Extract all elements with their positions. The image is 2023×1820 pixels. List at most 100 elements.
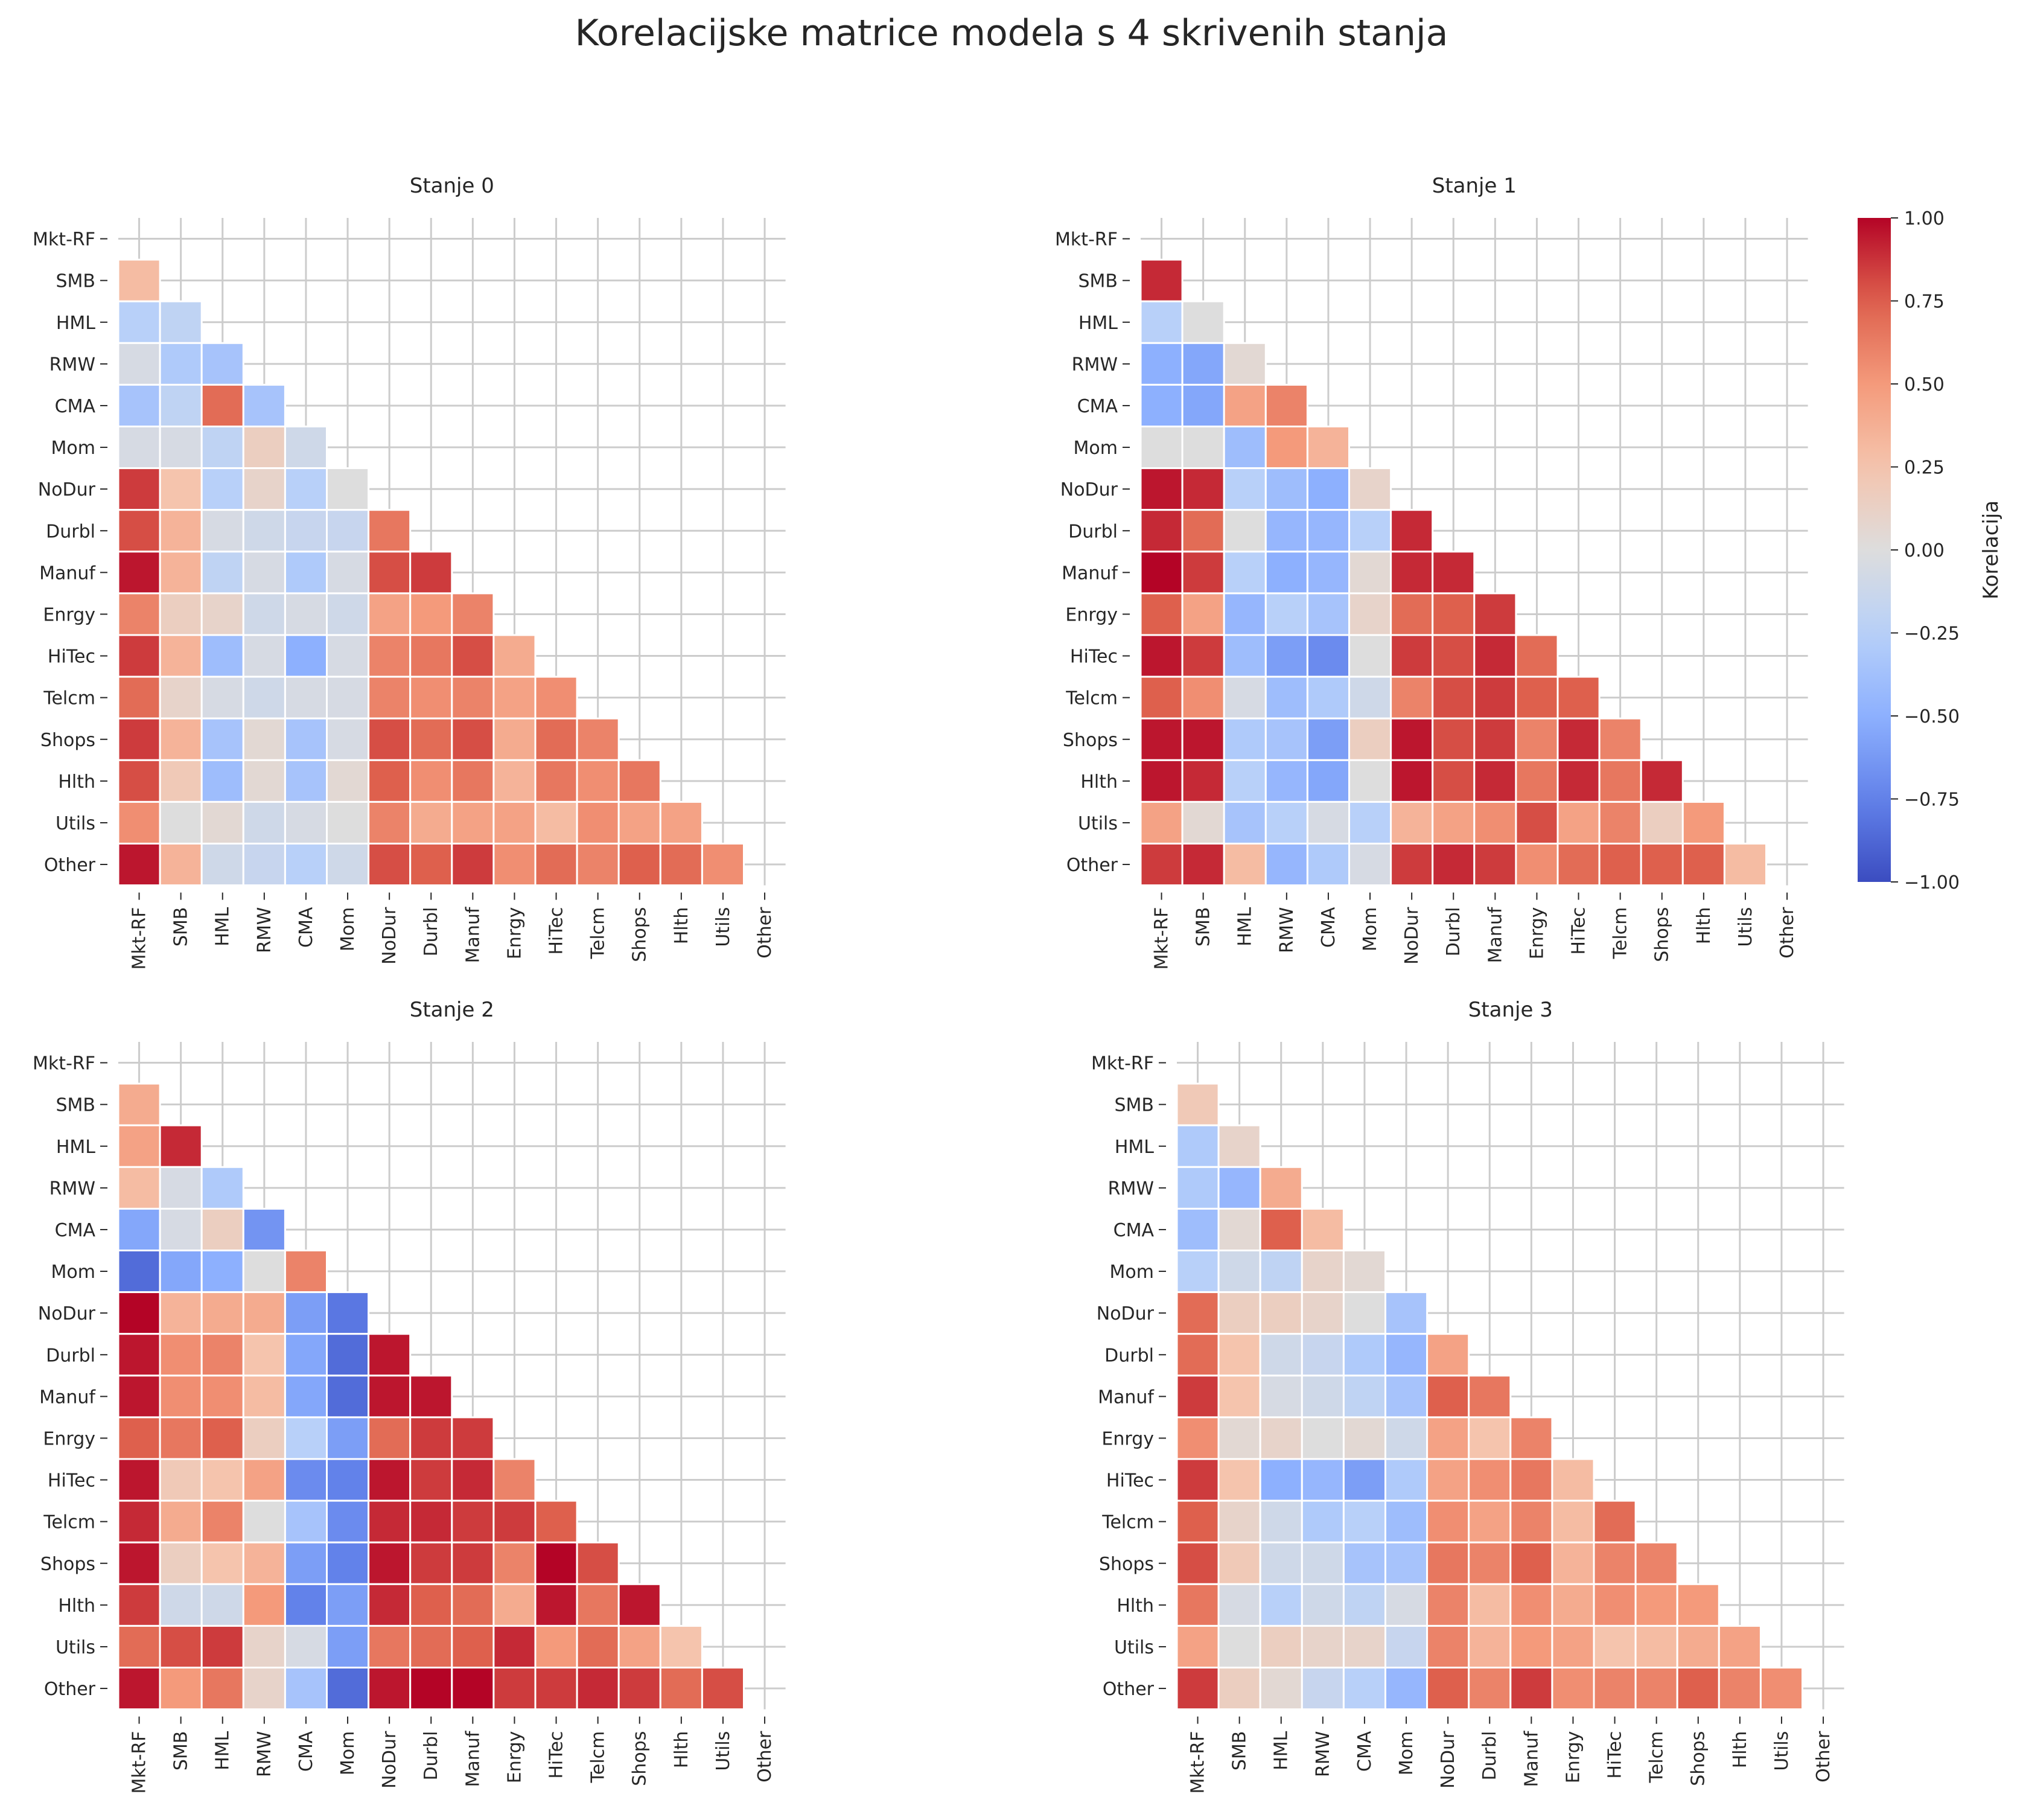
- heatmap-cell: Utils / Mom: -0.25: [1348, 800, 1392, 845]
- heatmap-cell: NoDur / HML: -0.25: [1223, 467, 1267, 511]
- heatmap-cell: Other / HML: 0.05: [1259, 1667, 1303, 1711]
- heatmap-cell: Shops / Mkt-RF: 0.8: [1176, 1541, 1220, 1585]
- heatmap-cell: NoDur / CMA: 0: [1342, 1291, 1386, 1335]
- heatmap-cell: Mom / Mkt-RF: -0.05: [117, 426, 161, 470]
- heatmap-cell: Utils / Enrgy: 0.9: [492, 1624, 537, 1668]
- heatmap-cell: Hlth / SMB: 0.2: [159, 759, 203, 803]
- heatmap-cell: Other / Durbl: 0.9: [1432, 843, 1476, 887]
- heatmap-cell: Shops / Enrgy: 0.4: [492, 717, 537, 761]
- heatmap-cell: Telcm / Mom: -0.05: [326, 675, 370, 720]
- heatmap-cell: Shops / RMW: -0.1: [1301, 1541, 1345, 1585]
- heatmap-cell: HiTec / Mkt-RF: 0.95: [1139, 634, 1184, 678]
- heatmap-cell: Durbl / NoDur: 0.65: [368, 509, 412, 553]
- x-tick-label: HML: [1235, 907, 1256, 946]
- heatmap-cell: Durbl / Mkt-RF: 0.95: [117, 1333, 161, 1377]
- heatmap-cell: Hlth / Telcm: 0.5: [1634, 1583, 1678, 1627]
- heatmap-cell: HiTec / Manuf: 0.8: [451, 634, 495, 678]
- heatmap-cell: Enrgy / SMB: 0.65: [159, 1416, 203, 1460]
- heatmap-cell: Hlth / Mom: 0: [1348, 759, 1392, 803]
- y-tick-label: NoDur: [1097, 1303, 1155, 1324]
- y-tick-label: HML: [1115, 1137, 1154, 1158]
- heatmap-cell: Manuf / RMW: -0.5: [1264, 551, 1308, 595]
- heatmap-cell: Shops / CMA: -0.35: [1342, 1541, 1386, 1585]
- heatmap-cell: Telcm / Mom: -0.7: [326, 1499, 370, 1544]
- heatmap-cell: Manuf / CMA: -0.2: [1342, 1375, 1386, 1419]
- heatmap-cell: HiTec / Manuf: 0.65: [1509, 1458, 1553, 1502]
- heatmap-cell: Other / Manuf: 0.85: [1473, 843, 1517, 887]
- heatmap-cell: CMA / RMW: -0.65: [242, 1207, 286, 1252]
- heatmap-cell: Other / HML: -0.1: [200, 843, 244, 887]
- heatmap-cell: HiTec / SMB: 0.2: [159, 1458, 203, 1502]
- heatmap-cell: Hlth / Mom: 0.05: [326, 759, 370, 803]
- heatmap-cell: RMW / HML: 0.05: [1223, 342, 1267, 386]
- heatmap-cell: Utils / HML: 0.15: [1259, 1624, 1303, 1668]
- figure-title: Korelacijske matrice modela s 4 skriveni…: [575, 12, 1448, 54]
- heatmap-cell: Other / CMA: -0.3: [1306, 843, 1350, 887]
- y-tick-label: Durbl: [46, 521, 95, 542]
- heatmap-cell: Hlth / SMB: 0.9: [1181, 759, 1225, 803]
- heatmap-cell: Other / NoDur: 0.85: [1390, 843, 1434, 887]
- heatmap-cell: Durbl / RMW: -0.1: [242, 509, 286, 553]
- heatmap-cell: Durbl / RMW: 0.25: [242, 1333, 286, 1377]
- heatmap-cell: Enrgy / SMB: 0.45: [1181, 592, 1225, 636]
- heatmap-cell: Mom / CMA: 0.05: [1342, 1250, 1386, 1294]
- heatmap-panel-2: SMB / Mkt-RF: 0.4HML / Mkt-RF: 0.45HML /…: [33, 998, 786, 1794]
- y-tick-label: Shops: [1063, 730, 1118, 751]
- heatmap-cell: Hlth / Shops: 0.9: [1640, 759, 1684, 803]
- heatmap-cell: Utils / SMB: 0: [1217, 1624, 1261, 1668]
- heatmap-cell: Other / CMA: -0.25: [1342, 1667, 1386, 1711]
- heatmap-cell: Mom / SMB: -0.55: [159, 1250, 203, 1294]
- y-tick-label: Utils: [56, 1637, 95, 1658]
- heatmap-cell: Manuf / SMB: 0.55: [159, 1375, 203, 1419]
- heatmap-cell: Utils / SMB: 0: [159, 800, 203, 845]
- y-tick-label: HML: [1078, 313, 1118, 334]
- heatmap-cell: Hlth / Manuf: 0.55: [1509, 1583, 1553, 1627]
- heatmap-cell: Hlth / Durbl: 0.3: [1468, 1583, 1512, 1627]
- x-tick-label: Other: [754, 1731, 776, 1783]
- heatmap-cell: NoDur / CMA: -0.6: [284, 1291, 328, 1335]
- y-tick-label: Mkt-RF: [1091, 1053, 1154, 1074]
- heatmap-cell: Shops / CMA: -0.6: [1306, 717, 1350, 761]
- heatmap-cell: CMA / HML: 0.15: [200, 1207, 244, 1252]
- heatmap-cell: Telcm / Enrgy: 0.45: [492, 675, 537, 720]
- heatmap-cell: Durbl / NoDur: 0.95: [368, 1333, 412, 1377]
- heatmap-cell: NoDur / RMW: -0.4: [1264, 467, 1308, 511]
- heatmap-cell: Mom / HML: -0.2: [200, 426, 244, 470]
- heatmap-cell: Shops / Mom: 0.15: [1348, 717, 1392, 761]
- colorbar-label: Korelacija: [1979, 500, 2003, 599]
- heatmap-cell: HiTec / Mkt-RF: 0.95: [117, 1458, 161, 1502]
- heatmap-cell: RMW / SMB: -0.05: [159, 1166, 203, 1210]
- heatmap-cell: NoDur / HML: 0.15: [1259, 1291, 1303, 1335]
- x-tick-label: Telcm: [588, 1731, 609, 1784]
- heatmap-cell: Hlth / RMW: -0.1: [1301, 1583, 1345, 1627]
- heatmap-cell: Manuf / Mom: -0.85: [326, 1375, 370, 1419]
- heatmap-cell: Utils / Shops: 0.4: [1676, 1624, 1720, 1668]
- heatmap-cell: Shops / HiTec: 1: [534, 1541, 578, 1585]
- heatmap-cell: Hlth / Enrgy: 0.35: [492, 759, 537, 803]
- y-tick-label: CMA: [55, 1220, 96, 1241]
- heatmap-cell: Manuf / CMA: -0.45: [1306, 551, 1350, 595]
- heatmap-cell: Enrgy / Mom: -0.1: [1384, 1416, 1429, 1460]
- heatmap-cell: Other / HiTec: 0.6: [1593, 1667, 1637, 1711]
- heatmap-cell: Other / Hlth: 0.75: [1681, 843, 1725, 887]
- y-tick-label: Other: [1066, 855, 1118, 876]
- heatmap-cell: Other / Hlth: 0.6: [1718, 1667, 1762, 1711]
- heatmap-cell: Other / Durbl: 0.75: [409, 843, 453, 887]
- heatmap-cell: Enrgy / CMA: -0.35: [1306, 592, 1350, 636]
- heatmap-cell: Utils / RMW: -0.1: [242, 800, 286, 845]
- heatmap-cell: Telcm / HML: -0.1: [1259, 1499, 1303, 1544]
- heatmap-cell: Enrgy / Mkt-RF: 0.55: [1176, 1416, 1220, 1460]
- heatmap-cell: Mom / RMW: 0.15: [242, 426, 286, 470]
- heatmap-cell: HML / SMB: 0: [1181, 300, 1225, 344]
- heatmap-cell: Enrgy / RMW: 0: [1301, 1416, 1345, 1460]
- heatmap-cell: Other / HML: 0.3: [1223, 843, 1267, 887]
- x-tick-label: RMW: [1276, 907, 1298, 953]
- heatmap-cell: Shops / Enrgy: 0.6: [492, 1541, 537, 1585]
- heatmap-cell: Hlth / Manuf: 0.7: [451, 1583, 495, 1627]
- x-tick-label: HiTec: [1605, 1731, 1626, 1779]
- heatmap-cell: Other / NoDur: 0.75: [1426, 1667, 1470, 1711]
- heatmap-cell: NoDur / Mkt-RF: 0.7: [1176, 1291, 1220, 1335]
- heatmap-cell: HiTec / Durbl: 0.85: [409, 1458, 453, 1502]
- heatmap-cell: Manuf / Durbl: 0.65: [1468, 1375, 1512, 1419]
- heatmap-cell: Enrgy / Manuf: 0.85: [451, 1416, 495, 1460]
